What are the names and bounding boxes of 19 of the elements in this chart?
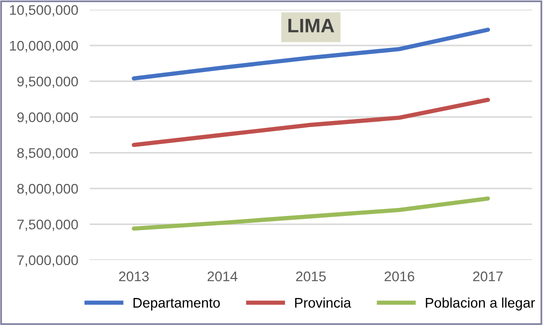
- y-tick-label: 8,000,000: [17, 184, 78, 196]
- y-tick-label: 10,000,000: [10, 40, 78, 52]
- legend-label: Provincia: [295, 298, 352, 308]
- line-series: [132, 98, 490, 147]
- line-series: [132, 196, 490, 231]
- x-tick-label: 2017: [473, 271, 503, 282]
- legend-label: Poblacion a llegar: [426, 298, 535, 310]
- x-tick-label: 2016: [384, 271, 414, 282]
- y-tick-label: 9,500,000: [17, 76, 78, 88]
- y-tick-label: 7,000,000: [17, 255, 78, 267]
- x-tick-label: 2015: [296, 271, 326, 282]
- y-tick-label: 8,500,000: [17, 148, 78, 160]
- x-tick-label: 2014: [208, 271, 238, 282]
- y-tick-label: 7,500,000: [17, 220, 78, 232]
- y-tick-label: 10,500,000: [10, 5, 78, 17]
- legend-label: Departamento: [134, 298, 220, 310]
- x-tick-label: 2013: [119, 271, 149, 282]
- chart-title: LIMA: [288, 18, 334, 32]
- y-tick-label: 9,000,000: [17, 112, 78, 124]
